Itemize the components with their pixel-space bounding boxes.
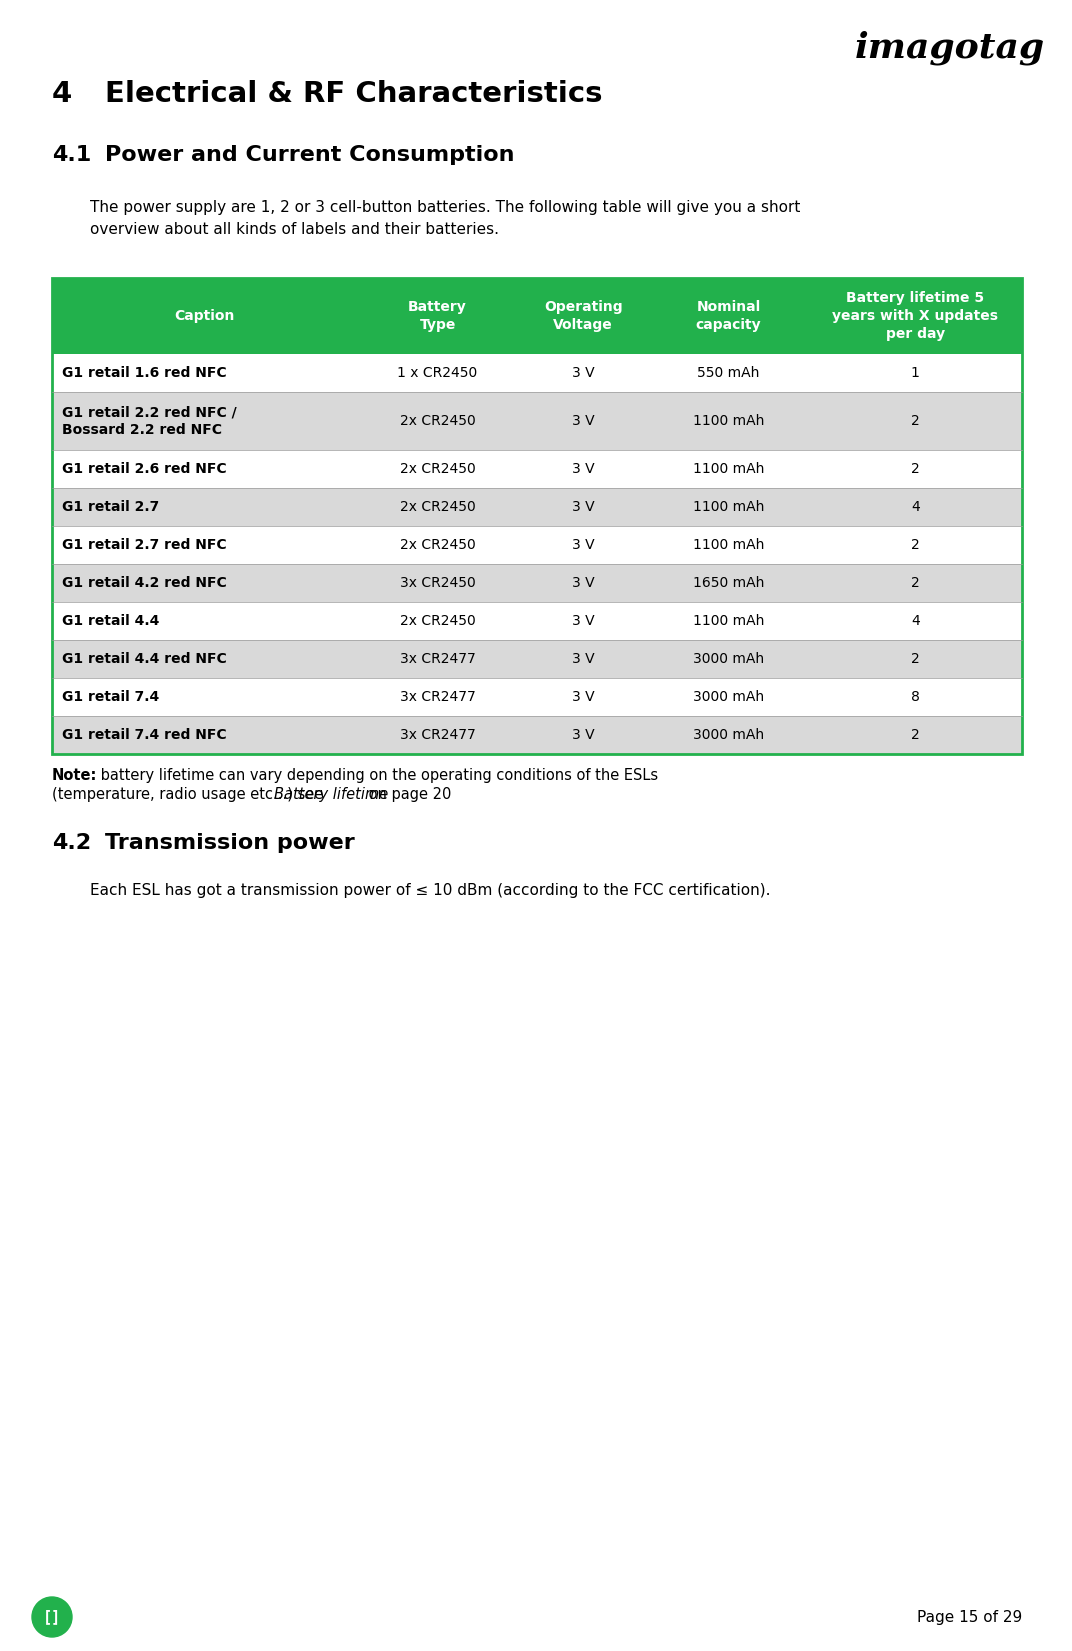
Text: 3000 mAh: 3000 mAh (693, 652, 764, 665)
Text: The power supply are 1, 2 or 3 cell-button batteries. The following table will g: The power supply are 1, 2 or 3 cell-butt… (90, 200, 801, 238)
Bar (53, 489, 1022, 527)
Text: Battery
Type: Battery Type (408, 300, 467, 332)
Bar (53, 717, 1022, 755)
Text: 3000 mAh: 3000 mAh (693, 690, 764, 703)
Text: 1100 mAh: 1100 mAh (693, 538, 764, 551)
Text: Operating
Voltage: Operating Voltage (544, 300, 623, 332)
Text: 3 V: 3 V (571, 367, 594, 380)
Bar (53, 527, 1022, 565)
Text: Page 15 of 29: Page 15 of 29 (917, 1610, 1022, 1625)
Text: 3 V: 3 V (571, 690, 594, 703)
Bar (53, 679, 1022, 717)
Text: 4.2: 4.2 (53, 834, 91, 854)
Text: (temperature, radio usage etc...) see: (temperature, radio usage etc...) see (53, 788, 328, 802)
Text: 550 mAh: 550 mAh (698, 367, 760, 380)
Text: Battery lifetime: Battery lifetime (274, 788, 388, 802)
Text: 2: 2 (911, 538, 920, 551)
Text: 3 V: 3 V (571, 462, 594, 475)
Text: 1650 mAh: 1650 mAh (693, 576, 764, 589)
Bar (53, 451, 1022, 489)
Text: Battery lifetime 5
years with X updates
per day: Battery lifetime 5 years with X updates … (832, 291, 998, 340)
Bar (53, 565, 1022, 603)
Text: 3 V: 3 V (571, 414, 594, 428)
Text: battery lifetime can vary depending on the operating conditions of the ESLs: battery lifetime can vary depending on t… (96, 768, 658, 783)
Text: Nominal
capacity: Nominal capacity (696, 300, 761, 332)
Text: G1 retail 2.7: G1 retail 2.7 (62, 500, 160, 513)
Text: 2: 2 (911, 462, 920, 475)
Text: imagotag: imagotag (854, 30, 1045, 64)
Text: 2x CR2450: 2x CR2450 (400, 538, 476, 551)
Text: 1: 1 (911, 367, 920, 380)
Text: 2: 2 (911, 576, 920, 589)
Text: Power and Current Consumption: Power and Current Consumption (105, 145, 515, 165)
Text: Note:: Note: (53, 768, 98, 783)
Text: 2x CR2450: 2x CR2450 (400, 462, 476, 475)
Text: 4: 4 (911, 614, 920, 627)
Text: 2: 2 (911, 728, 920, 741)
Text: Each ESL has got a transmission power of ≤ 10 dBm (according to the FCC certific: Each ESL has got a transmission power of… (90, 883, 771, 898)
Text: []: [] (43, 1610, 61, 1625)
Text: 2: 2 (911, 414, 920, 428)
Text: Caption: Caption (175, 309, 235, 324)
Text: 3x CR2477: 3x CR2477 (400, 728, 476, 741)
Text: 3 V: 3 V (571, 728, 594, 741)
Bar (53, 353, 1022, 391)
Text: 3x CR2477: 3x CR2477 (400, 690, 476, 703)
Text: Electrical & RF Characteristics: Electrical & RF Characteristics (105, 79, 602, 107)
Text: 8: 8 (911, 690, 920, 703)
Text: 3 V: 3 V (571, 652, 594, 665)
Text: 1 x CR2450: 1 x CR2450 (398, 367, 478, 380)
Text: G1 retail 4.4: G1 retail 4.4 (62, 614, 160, 627)
Text: 4: 4 (53, 79, 72, 107)
Bar (53, 277, 1022, 755)
Bar (53, 391, 1022, 451)
Bar (53, 641, 1022, 679)
Text: 2x CR2450: 2x CR2450 (400, 500, 476, 513)
Text: G1 retail 1.6 red NFC: G1 retail 1.6 red NFC (62, 367, 226, 380)
Bar (53, 603, 1022, 641)
Text: 2x CR2450: 2x CR2450 (400, 414, 476, 428)
Text: 4.1: 4.1 (53, 145, 91, 165)
Text: 2: 2 (911, 652, 920, 665)
Text: G1 retail 2.6 red NFC: G1 retail 2.6 red NFC (62, 462, 226, 475)
Text: 1100 mAh: 1100 mAh (693, 500, 764, 513)
Text: Transmission power: Transmission power (105, 834, 355, 854)
Text: 3x CR2450: 3x CR2450 (400, 576, 476, 589)
Text: 2x CR2450: 2x CR2450 (400, 614, 476, 627)
Text: G1 retail 7.4: G1 retail 7.4 (62, 690, 160, 703)
Text: 3 V: 3 V (571, 500, 594, 513)
Text: 3000 mAh: 3000 mAh (693, 728, 764, 741)
Text: G1 retail 7.4 red NFC: G1 retail 7.4 red NFC (62, 728, 226, 741)
Text: on page 20: on page 20 (363, 788, 451, 802)
Text: 3 V: 3 V (571, 538, 594, 551)
Text: 3x CR2477: 3x CR2477 (400, 652, 476, 665)
Text: 3 V: 3 V (571, 614, 594, 627)
Text: 1100 mAh: 1100 mAh (693, 414, 764, 428)
Text: G1 retail 2.2 red NFC /
Bossard 2.2 red NFC: G1 retail 2.2 red NFC / Bossard 2.2 red … (62, 406, 237, 436)
Text: G1 retail 4.4 red NFC: G1 retail 4.4 red NFC (62, 652, 227, 665)
Circle shape (32, 1597, 72, 1638)
Text: G1 retail 4.2 red NFC: G1 retail 4.2 red NFC (62, 576, 227, 589)
Text: 1100 mAh: 1100 mAh (693, 462, 764, 475)
Text: 3 V: 3 V (571, 576, 594, 589)
Text: G1 retail 2.7 red NFC: G1 retail 2.7 red NFC (62, 538, 226, 551)
Text: 4: 4 (911, 500, 920, 513)
Bar (53, 277, 1022, 353)
Text: 1100 mAh: 1100 mAh (693, 614, 764, 627)
